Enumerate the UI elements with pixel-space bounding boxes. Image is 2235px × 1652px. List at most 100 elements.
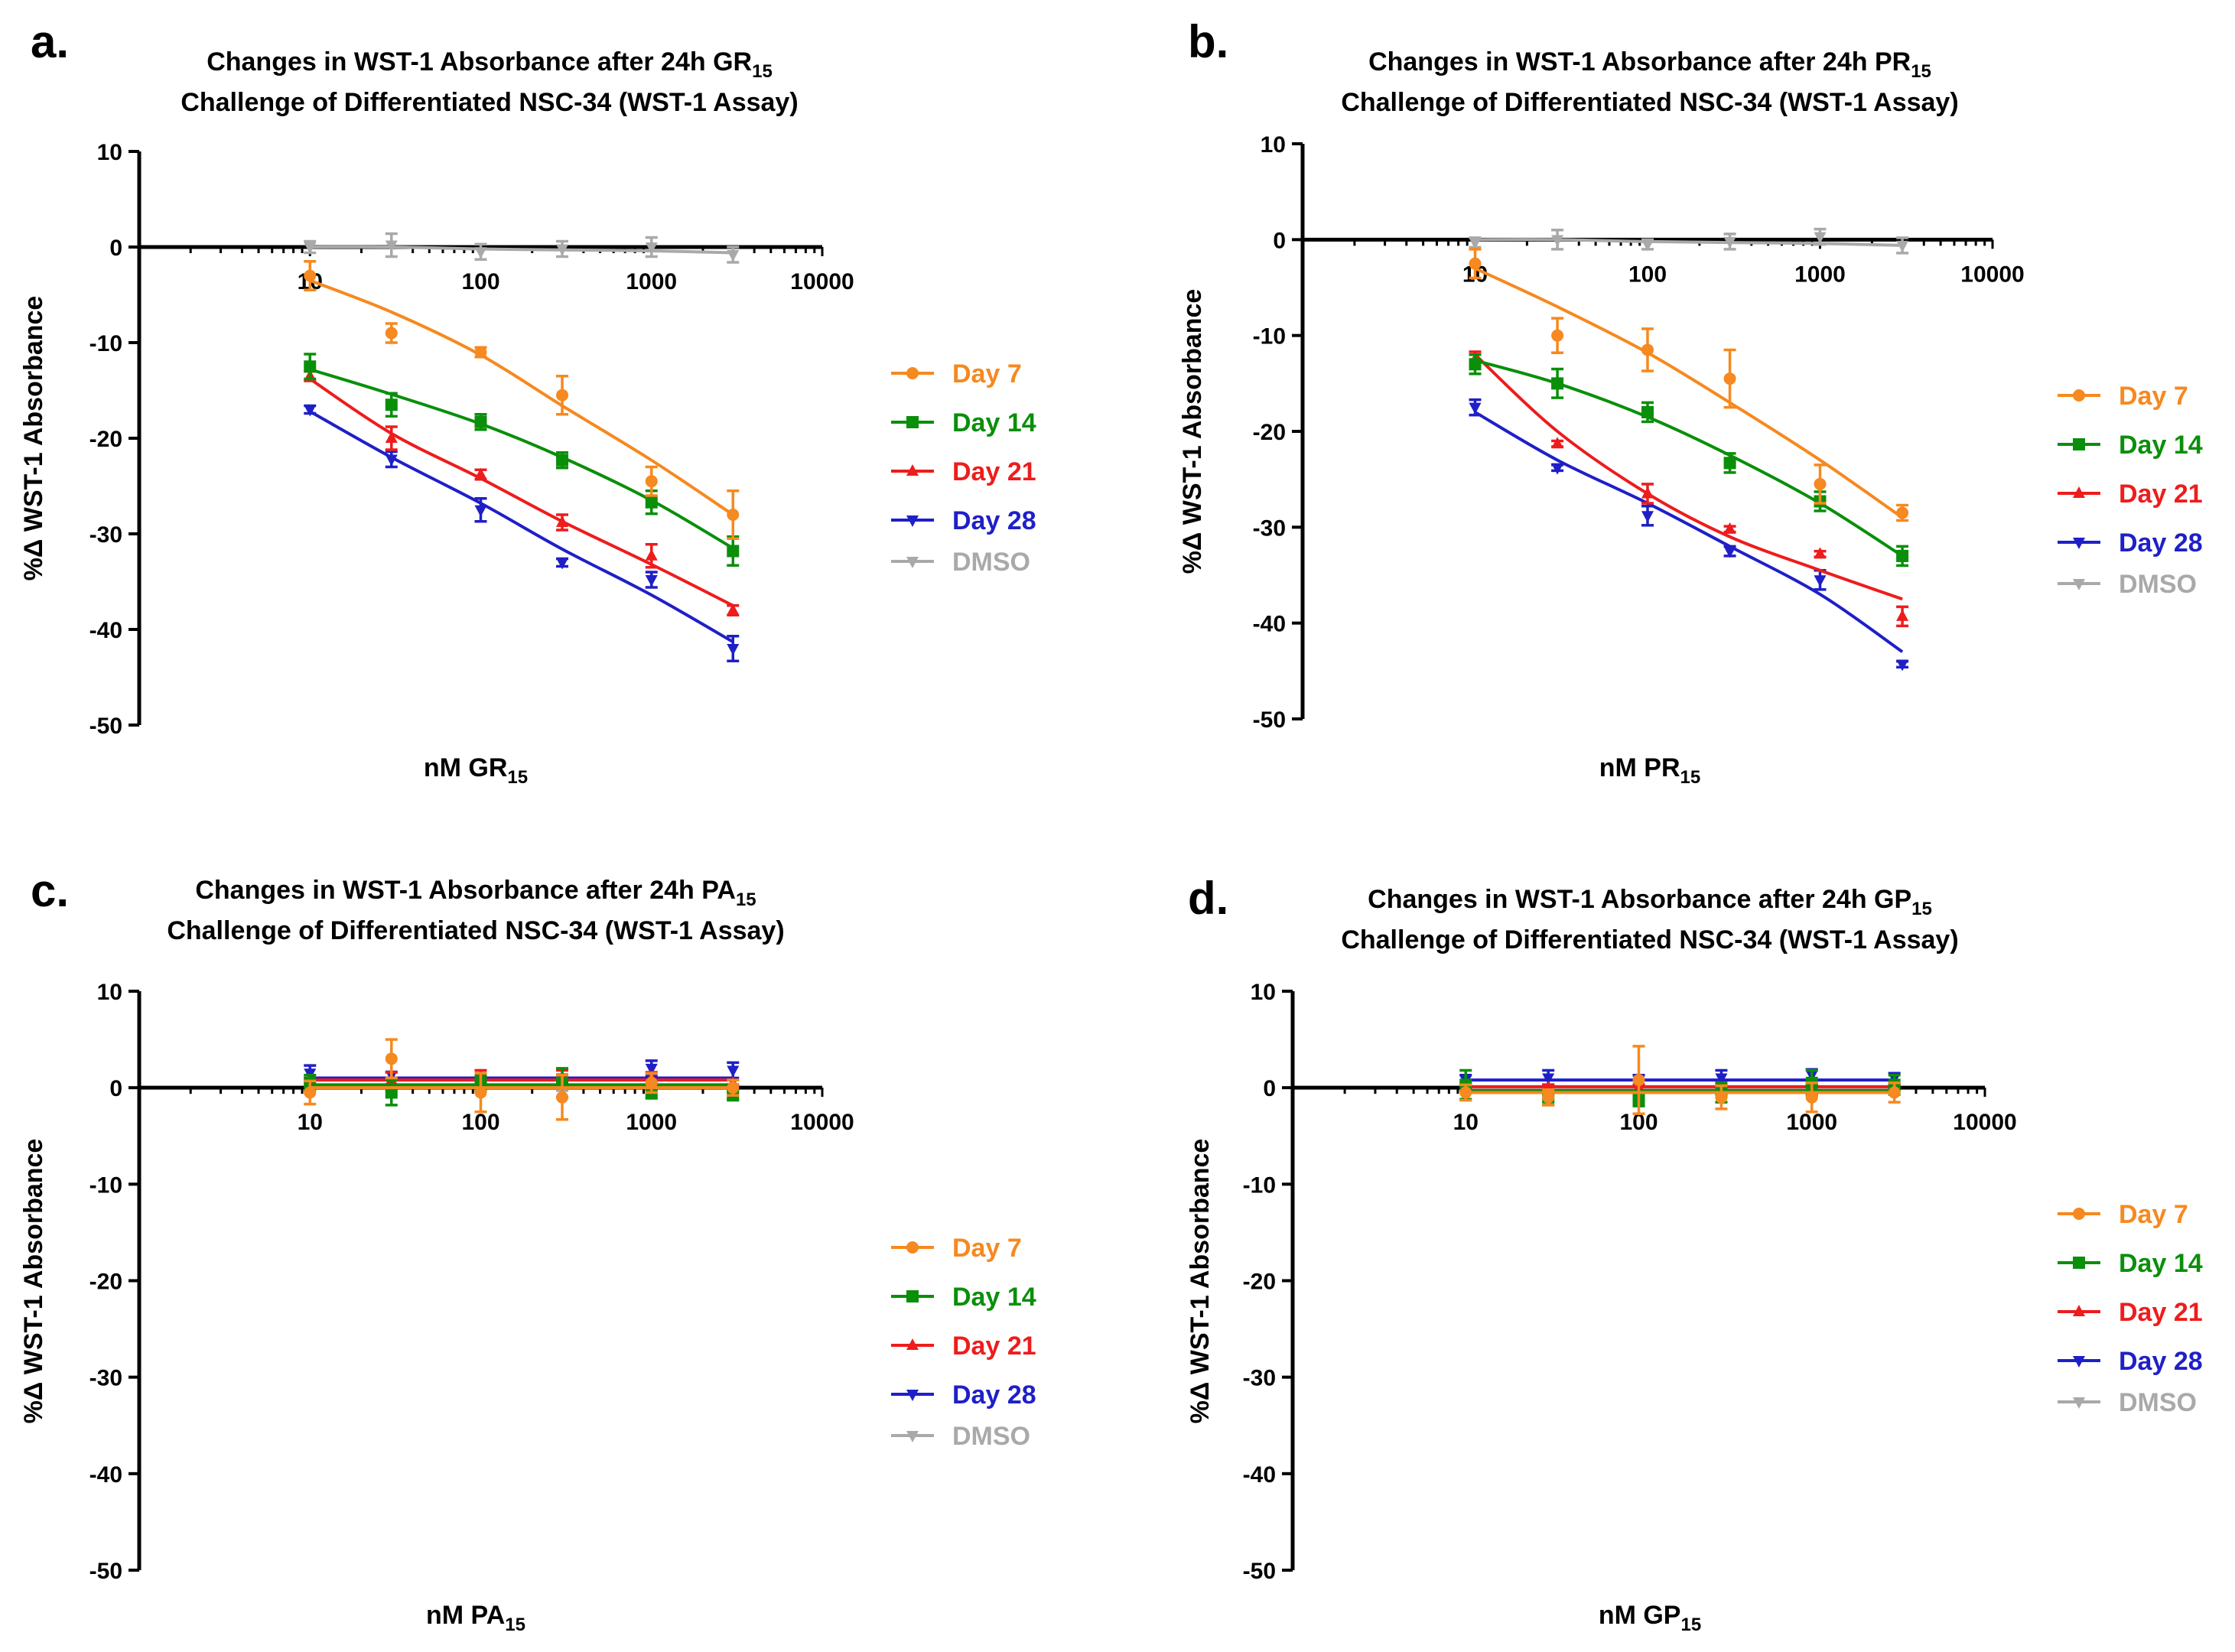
data-point [474, 415, 487, 428]
x-axis-label-subscript: 15 [507, 767, 528, 788]
data-point [727, 250, 740, 262]
data-point [1814, 575, 1827, 587]
y-axis-label: %Δ WST-1 Absorbance [1186, 1139, 1215, 1424]
data-point [385, 240, 398, 252]
data-point [1723, 546, 1736, 558]
legend-label: Day 21 [952, 457, 1036, 486]
chart-title-line1: Changes in WST-1 Absorbance after 24h GP… [1368, 885, 1932, 919]
y-tick-label: -30 [89, 522, 122, 548]
panel-c: c. Changes in WST-1 Absorbance after 24h … [19, 865, 1036, 1635]
x-tick-label: 10 [298, 1110, 323, 1135]
data-point [727, 644, 740, 655]
data-point [474, 467, 487, 480]
y-axis-label: %Δ WST-1 Absorbance [19, 1139, 48, 1424]
fit-curve [1475, 238, 1903, 247]
y-tick-label: -50 [89, 714, 122, 739]
data-point [1469, 257, 1482, 270]
legend: Day 7 Day 14 Day 21 Day 28 DMSO [2058, 382, 2203, 599]
data-point [1814, 547, 1827, 559]
data-point [385, 1086, 398, 1099]
data-point [304, 405, 317, 417]
x-axis-label: nM GR15 [424, 753, 528, 788]
x-axis-label-subscript: 15 [1680, 767, 1701, 788]
x-tick-label: 1000 [626, 1110, 677, 1135]
x-tick-label: 1000 [626, 269, 677, 294]
legend: Day 7 Day 14 Day 21 Day 28 DMSO [891, 1234, 1036, 1451]
data-point [645, 1063, 658, 1075]
y-tick-label: 0 [1273, 228, 1286, 253]
title-main: Changes in WST-1 Absorbance after 24h GR [207, 47, 752, 76]
data-point [385, 327, 398, 340]
legend-label: Day 7 [2119, 1200, 2188, 1229]
fit-curve [1474, 359, 1904, 558]
data-point [727, 1065, 740, 1078]
legend-label: Day 14 [2119, 431, 2203, 460]
legend-marker [2073, 1208, 2085, 1220]
data-point [474, 346, 487, 359]
y-tick-label: -40 [1253, 612, 1286, 637]
fit-curve [309, 410, 734, 643]
y-tick-label: -10 [89, 331, 122, 356]
data-point [727, 1081, 740, 1094]
series-day-21 [304, 369, 740, 616]
panel-a: a. Changes in WST-1 Absorbance after 24h … [19, 16, 1036, 788]
y-tick-label: -10 [1243, 1172, 1276, 1198]
data-point [1551, 437, 1564, 449]
x-axis-label: nM PR15 [1599, 753, 1700, 788]
legend-marker [906, 1338, 919, 1350]
legend-marker [906, 557, 919, 568]
data-point [556, 454, 569, 467]
legend-label: DMSO [952, 548, 1030, 577]
data-point [474, 1086, 487, 1099]
y-tick-label: -20 [1253, 420, 1286, 445]
data-point [1459, 1086, 1472, 1099]
chart-title-line2: Challenge of Differentiated NSC-34 (WST-… [167, 916, 784, 945]
data-point [1896, 659, 1909, 672]
legend-label: Day 28 [2119, 528, 2203, 558]
x-tick-label: 10000 [1953, 1110, 2016, 1135]
series-day-7 [1459, 1045, 1901, 1115]
x-axis-label-main: nM GP [1599, 1601, 1681, 1630]
data-point [1805, 1091, 1818, 1104]
legend-label: Day 28 [952, 1380, 1036, 1410]
data-point [1814, 232, 1827, 244]
legend-marker [2073, 438, 2085, 450]
series-day-7 [304, 1038, 740, 1121]
y-tick-label: -40 [89, 1462, 122, 1488]
fit-curve [309, 368, 734, 550]
legend-marker [2073, 579, 2085, 590]
data-point [1723, 457, 1736, 470]
data-point [1723, 236, 1736, 249]
data-point [1896, 609, 1909, 621]
x-axis-label-subscript: 15 [505, 1615, 525, 1635]
data-point [1551, 235, 1564, 247]
data-point [385, 454, 398, 467]
data-point [1896, 240, 1909, 252]
y-tick-label: 10 [97, 980, 122, 1005]
y-tick-label: -20 [1243, 1270, 1276, 1295]
series-day-14 [1469, 353, 1909, 567]
x-tick-label: 10000 [790, 1110, 854, 1135]
x-tick-label: 10 [1453, 1110, 1479, 1135]
data-point [385, 1052, 398, 1065]
title-main: Changes in WST-1 Absorbance after 24h PR [1368, 47, 1911, 76]
data-point [556, 389, 569, 402]
y-tick-label: -30 [1253, 515, 1286, 541]
y-tick-label: -10 [89, 1172, 122, 1198]
panel-b: b. Changes in WST-1 Absorbance after 24h … [1178, 16, 2203, 788]
title-main: Changes in WST-1 Absorbance after 24h GP [1368, 885, 1911, 914]
panel-d: d. Changes in WST-1 Absorbance after 24h … [1186, 873, 2203, 1635]
x-axis-label: nM PA15 [426, 1601, 525, 1635]
data-point [556, 558, 569, 570]
legend-label: Day 21 [2119, 1298, 2203, 1327]
data-point [1888, 1086, 1901, 1099]
series-day-28 [1469, 398, 1909, 672]
x-axis-label-main: nM GR [424, 753, 508, 782]
y-tick-label: 10 [97, 140, 122, 165]
data-point [727, 545, 740, 558]
y-tick-label: 10 [1261, 132, 1286, 158]
panel-letter: b. [1188, 16, 1228, 67]
data-point [1814, 477, 1827, 490]
data-point [1641, 343, 1654, 356]
